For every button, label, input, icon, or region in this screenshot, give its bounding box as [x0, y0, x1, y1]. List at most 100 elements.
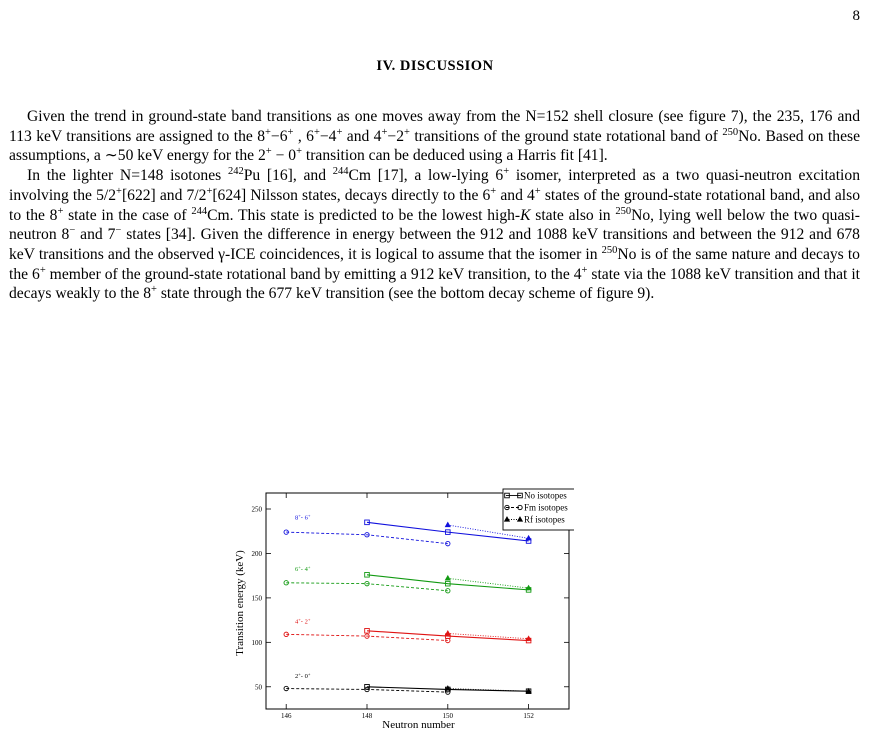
text-run: + [116, 185, 122, 197]
data-point-circle [364, 686, 370, 693]
text-run: states [34]. Given the difference in ene… [9, 226, 860, 263]
y-tick-label: 100 [252, 639, 263, 647]
series-line [286, 531, 448, 545]
data-point-circle [504, 504, 510, 511]
series-line [447, 688, 529, 692]
series-line [366, 630, 529, 642]
text-run: Pu [16], and [243, 167, 333, 185]
data-point-triangle [525, 584, 532, 591]
text-run: + [490, 185, 497, 197]
data-point-square [364, 572, 370, 578]
band-label: 2+- 0+ [295, 671, 311, 680]
y-axis-label: Transition energy (keV) [234, 550, 246, 656]
data-point-triangle [444, 630, 451, 636]
band-label-part: + [298, 513, 301, 518]
text-run: No is of the same nature and decays to t… [9, 245, 860, 283]
chart-series [283, 519, 532, 695]
band-label-part: - 0 [301, 673, 308, 680]
text-run: state also in [530, 206, 616, 224]
data-point-circle [283, 631, 289, 637]
legend-label: Rf isotopes [524, 515, 565, 525]
data-point-circle [517, 504, 523, 511]
text-run: state in the case of [63, 206, 192, 224]
text-run: Cm. This state is predicted to be the lo… [207, 206, 521, 224]
data-point-triangle [444, 574, 451, 581]
band-label-part: + [308, 617, 311, 622]
data-point-triangle [525, 687, 532, 694]
band-label: 4+- 2+ [295, 617, 311, 626]
text-run: + [287, 126, 294, 138]
text-run: −2 [387, 127, 404, 145]
text-run: In the lighter N=148 isotones [27, 167, 228, 185]
data-point-square [364, 519, 370, 526]
series-line [447, 577, 529, 589]
series-line [366, 574, 529, 591]
text-run: state through the 677 keV transition (se… [156, 285, 655, 303]
band-label-part: + [298, 617, 301, 622]
text-run: + [381, 126, 388, 138]
text-run: transition can be deduced using a Harris… [301, 147, 608, 165]
x-tick-label: 150 [443, 712, 454, 720]
text-run: + [534, 185, 541, 197]
paragraph-2: In the lighter N=148 isotones 242Pu [16]… [9, 166, 860, 304]
text-run: 244 [332, 165, 349, 177]
data-point-circle [283, 685, 289, 692]
text-run: isomer, interpreted as a two quasi-neutr… [9, 167, 860, 204]
series-line [286, 633, 448, 642]
band-label-part: + [308, 671, 311, 676]
data-point-square [445, 580, 451, 587]
data-point-circle [283, 580, 289, 586]
data-point-triangle [525, 635, 532, 641]
transition-energy-chart: 146 148 150 152 50 100 150 200 250 Neutron number… [234, 488, 574, 731]
text-run: and 4 [496, 186, 535, 204]
series-line [447, 632, 529, 640]
band-label-part: - 6 [301, 515, 309, 522]
text-run: + [265, 126, 271, 138]
text-run: [624] Nilsson states, decays directly to… [212, 186, 491, 204]
data-point-circle [364, 532, 370, 538]
text-run: 244 [191, 205, 208, 217]
text-run: + [151, 284, 157, 296]
text-run: 250 [601, 244, 618, 256]
text-run: 250 [722, 126, 739, 138]
text-run: + [296, 146, 302, 158]
legend-label: Fm isotopes [524, 503, 568, 513]
band-label-part: 8 [295, 515, 298, 522]
text-run: −6 [270, 127, 288, 145]
band-label-part: - 4 [301, 566, 309, 573]
text-run: No. Based on these assumptions, a ∼50 ke… [9, 127, 860, 165]
chart-axes: 146 148 150 152 50 100 150 200 250 Neutron number… [234, 492, 570, 731]
text-run: 242 [227, 165, 244, 177]
text-run: − [69, 225, 76, 237]
data-point-circle [364, 581, 370, 587]
band-label: 8+- 6+ [295, 513, 311, 522]
page-number: 8 [852, 8, 861, 24]
data-point-circle [445, 588, 451, 594]
text-run: + [39, 264, 46, 276]
data-point-square [517, 492, 523, 499]
chart-legend: No isotopes Fm isotopes Rf isotopes [502, 488, 574, 531]
paragraph-1: Given the trend in ground-state band tra… [9, 107, 860, 166]
y-tick-label: 200 [252, 550, 263, 558]
text-run: + [57, 205, 64, 217]
series-line [447, 524, 529, 539]
text-run: [622] and 7/2 [121, 186, 207, 204]
text-run: and 7 [75, 226, 116, 244]
x-axis-label: Neutron number [382, 719, 455, 731]
text-run: −4 [319, 127, 337, 145]
body-text: Given the trend in ground-state band tra… [9, 107, 860, 304]
band-label-part: + [298, 671, 301, 676]
text-run: transitions of the ground state rotation… [409, 127, 723, 145]
band-label-part: - 2 [301, 619, 308, 626]
x-tick-label: 146 [281, 712, 292, 720]
series-line [286, 582, 448, 592]
text-run: + [503, 165, 510, 177]
text-run: member of the ground-state rotational ba… [45, 265, 582, 283]
series-line [286, 688, 448, 693]
data-point-square [445, 529, 451, 535]
data-point-triangle [444, 521, 451, 528]
data-point-triangle [444, 685, 451, 691]
text-run: No, lying well below the two quasi-neutr… [9, 206, 860, 244]
band-label-part: + [308, 513, 311, 518]
text-run: + [581, 264, 588, 276]
